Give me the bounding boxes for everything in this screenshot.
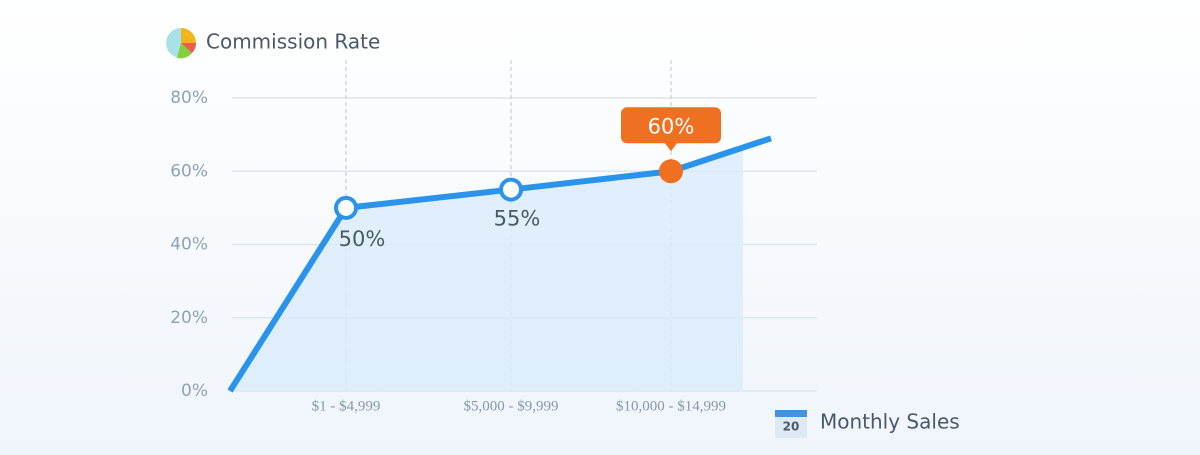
callout bbox=[621, 107, 721, 152]
value-label: 60% bbox=[648, 114, 695, 138]
y-tick-label: 20% bbox=[170, 308, 208, 328]
y-tick-label: 60% bbox=[170, 161, 208, 181]
x-tick-label: $5,000 - $9,999 bbox=[464, 398, 559, 414]
x-axis-title: Monthly Sales bbox=[820, 410, 960, 434]
x-tick-label: $10,000 - $14,999 bbox=[616, 398, 726, 414]
calendar-day: 20 bbox=[783, 420, 800, 434]
value-label: 55% bbox=[494, 207, 541, 231]
value-label: 50% bbox=[339, 227, 386, 251]
y-axis-title: Commission Rate bbox=[206, 30, 380, 54]
y-tick-label: 0% bbox=[181, 381, 208, 401]
point bbox=[334, 195, 358, 220]
y-tick-label: 40% bbox=[170, 235, 208, 255]
point bbox=[659, 159, 683, 184]
pie-icon bbox=[166, 28, 196, 59]
calendar-icon: 20 bbox=[775, 410, 807, 438]
x-tick-label: $1 - $4,999 bbox=[312, 398, 381, 414]
point bbox=[499, 177, 523, 202]
y-tick-label: 80% bbox=[170, 88, 208, 108]
